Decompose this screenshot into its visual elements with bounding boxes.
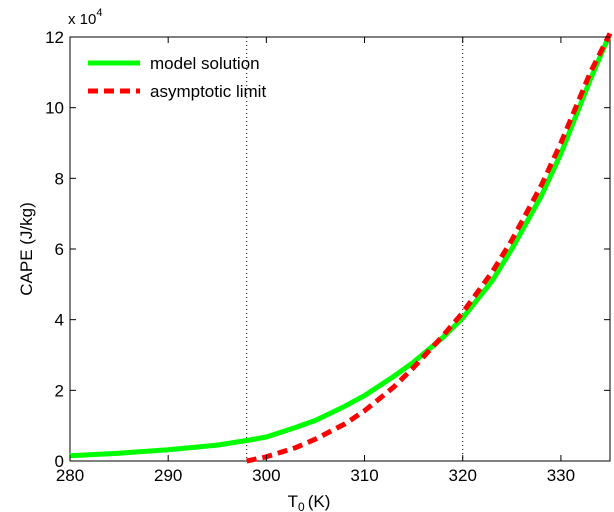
y-tick-label: 0	[55, 452, 64, 471]
plot-area	[69, 36, 611, 462]
y-multiplier-exp: 4	[96, 7, 102, 19]
series-line-model-solution	[69, 32, 613, 459]
y-tick-label: 2	[55, 381, 64, 400]
x-tick-label: 310	[350, 466, 378, 485]
legend: model solution asymptotic limit	[88, 54, 266, 101]
x-tick-label: 320	[449, 466, 477, 485]
y-multiplier-base: x 10	[68, 11, 96, 28]
x-axis-label-unit: (K)	[308, 492, 331, 511]
x-tick-label: 300	[252, 466, 280, 485]
x-axis-label-sub: 0	[298, 500, 305, 512]
x-tick-label: 330	[547, 466, 575, 485]
x-axis-label-main: T	[288, 492, 298, 511]
y-tick-label: 12	[45, 28, 64, 47]
legend-label-model-solution: model solution	[150, 54, 260, 73]
series-line-asymptotic-limit	[246, 32, 613, 464]
y-tick-label: 10	[45, 99, 64, 118]
x-tick-label: 290	[154, 466, 182, 485]
x-axis-label: T0 (K)	[288, 492, 331, 512]
y-tick-label: 6	[55, 240, 64, 259]
x-tick-label: 280	[56, 466, 84, 485]
legend-label-asymptotic-limit: asymptotic limit	[150, 82, 266, 101]
y-tick-label: 8	[55, 169, 64, 188]
y-axis-label: CAPE (J/kg)	[17, 202, 36, 296]
y-multiplier: x 104	[68, 7, 102, 28]
y-tick-label: 4	[55, 311, 64, 330]
